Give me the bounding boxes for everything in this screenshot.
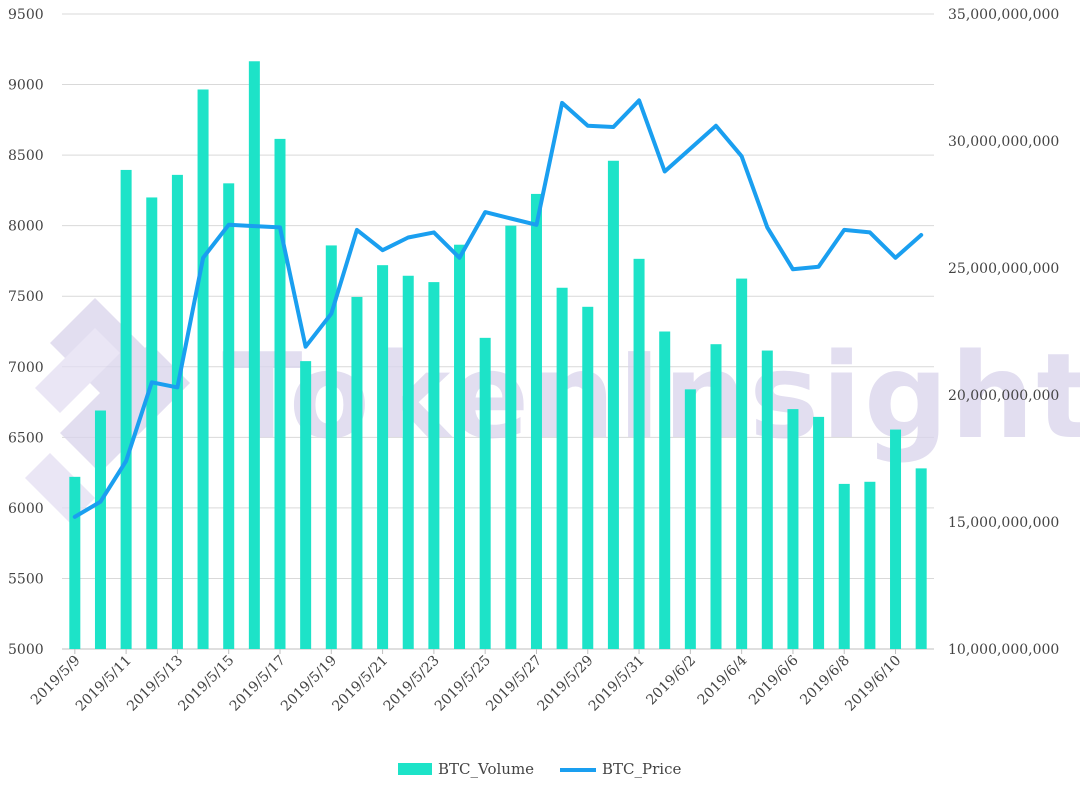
volume-bar [171,174,183,649]
volume-bar [479,337,491,649]
volume-bar [838,483,850,649]
volume-bar [274,138,286,649]
left-tick-label: 5000 [8,642,44,658]
volume-bar [556,287,568,649]
x-tick-label: 2019/6/6 [746,652,802,708]
right-tick-label: 30,000,000,000 [948,134,1059,150]
volume-bar [659,331,671,649]
volume-bar [736,278,748,649]
x-axis: 2019/5/92019/5/112019/5/132019/5/152019/… [28,649,904,715]
volume-bar [607,160,619,649]
right-tick-label: 15,000,000,000 [948,515,1059,531]
x-tick-label: 2019/6/10 [842,653,904,715]
volume-bar [454,244,466,649]
legend-price-label: BTC_Price [602,760,681,778]
legend-volume-label: BTC_Volume [438,760,534,778]
volume-bar [890,429,902,649]
volume-bars [69,61,927,650]
volume-bar [428,282,440,649]
volume-bar [530,193,542,649]
legend-volume-swatch [398,763,432,775]
volume-bar [94,410,106,649]
watermark: TokenInsight [25,298,1080,523]
volume-bar [248,61,260,650]
volume-bar [197,89,209,649]
price-line [72,98,924,519]
left-tick-label: 7000 [8,360,44,376]
left-tick-label: 6000 [8,501,44,517]
legend: BTC_Volume BTC_Price [398,760,681,778]
volume-bar [223,183,235,650]
left-tick-label: 6500 [8,430,44,446]
volume-bar [787,409,799,649]
left-tick-label: 7500 [8,289,44,305]
right-tick-label: 10,000,000,000 [948,642,1059,658]
volume-bar [120,169,132,649]
right-y-axis: 10,000,000,000 15,000,000,000 20,000,000,0… [948,7,1059,658]
volume-bar [377,265,389,649]
left-tick-label: 8500 [8,148,44,164]
left-tick-label: 5500 [8,571,44,587]
left-tick-label: 8000 [8,219,44,235]
volume-bar [300,361,312,649]
watermark-text: TokenInsight [222,327,1080,465]
right-tick-label: 25,000,000,000 [948,261,1059,277]
x-tick-label: 2019/6/4 [695,652,751,708]
volume-bar [402,275,414,649]
volume-bar [633,258,645,649]
volume-bar [864,481,876,649]
left-tick-label: 9500 [8,7,44,23]
volume-bar [761,350,773,649]
volume-bar [915,468,927,649]
volume-bar [710,344,722,649]
volume-bar [325,245,337,649]
volume-bar [684,389,696,649]
volume-bar [146,197,158,649]
right-tick-label: 20,000,000,000 [948,388,1059,404]
right-tick-label: 35,000,000,000 [948,7,1059,23]
volume-bar [813,416,825,649]
volume-bar [582,306,594,649]
x-tick-label: 2019/6/2 [643,653,699,709]
volume-bar [69,476,81,649]
price-line-layer [72,98,924,519]
volume-bar [505,225,517,649]
volume-bar [351,296,363,649]
x-tick-label: 2019/5/31 [586,653,648,715]
left-tick-label: 9000 [8,78,44,94]
left-y-axis: 5000 5500 6000 6500 7000 7500 8000 8500 9000 9500 [8,7,44,658]
